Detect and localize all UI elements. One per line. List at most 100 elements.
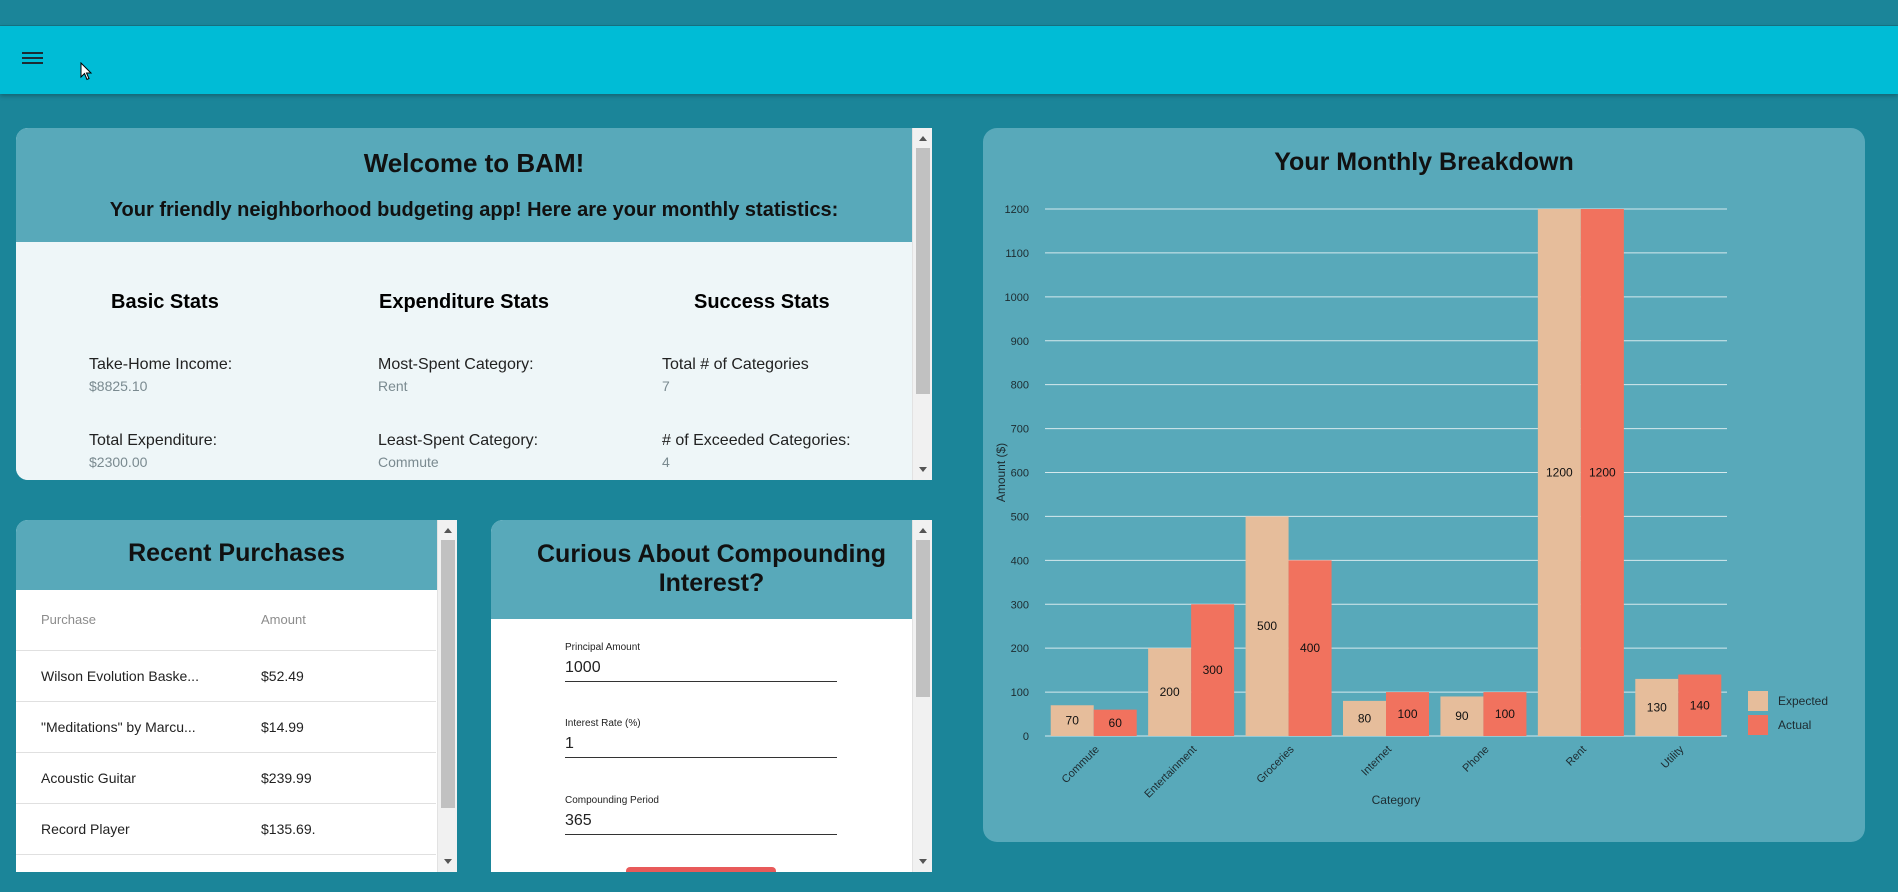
x-tick-label: Phone (1461, 744, 1492, 775)
purchases-header: Recent Purchases (16, 520, 457, 590)
y-tick-label: 1100 (1005, 248, 1029, 260)
scroll-up-icon[interactable] (919, 528, 927, 533)
bar-value-label: 140 (1690, 698, 1710, 712)
column-header-purchase[interactable]: Purchase (16, 590, 251, 651)
bar-value-label: 200 (1160, 685, 1180, 699)
y-axis-label: Amount ($) (994, 443, 1008, 502)
principal-amount-input[interactable] (565, 653, 837, 682)
purchase-name: Record Player (16, 803, 251, 855)
compound-scrollbar[interactable] (912, 520, 932, 872)
mouse-cursor-icon (80, 62, 93, 81)
bar-value-label: 1200 (1589, 466, 1616, 480)
table-header-row: Purchase Amount (16, 590, 436, 651)
purchases-scrollbar[interactable] (437, 520, 457, 872)
bar-actual (1386, 692, 1429, 736)
scroll-up-icon[interactable] (444, 528, 452, 533)
purchase-amount: $52.49 (251, 650, 436, 702)
y-tick-label: 400 (1011, 555, 1029, 567)
y-tick-label: 1200 (1005, 204, 1029, 216)
table-row[interactable]: "Meditations" by Marcu... $14.99 (16, 701, 436, 753)
x-tick-label: Entertainment (1142, 744, 1199, 801)
scroll-down-icon[interactable] (919, 467, 927, 472)
compounding-period-input[interactable] (565, 806, 837, 835)
y-tick-label: 0 (1023, 731, 1029, 743)
welcome-card: Welcome to BAM! Your friendly neighborho… (16, 128, 932, 480)
stat-exceeded-categories: # of Exceeded Categories: 4 (662, 432, 851, 470)
compounding-period-label: Compounding Period (565, 795, 659, 806)
bar-actual (1678, 674, 1722, 736)
stat-value: Rent (378, 378, 408, 394)
stat-label: Total # of Categories (662, 356, 809, 373)
window-top-strip (0, 0, 1898, 26)
menu-icon[interactable] (18, 48, 48, 72)
bar-value-label: 90 (1455, 709, 1469, 723)
stat-take-home-income: Take-Home Income: $8825.10 (89, 356, 232, 394)
stat-label: Most-Spent Category: (378, 356, 534, 373)
purchase-amount: $14.99 (251, 701, 436, 753)
x-tick-label: Groceries (1254, 743, 1297, 786)
table-row[interactable]: Acoustic Guitar $239.99 (16, 752, 436, 804)
x-axis-label: Category (1372, 793, 1421, 807)
welcome-subtitle: Your friendly neighborhood budgeting app… (109, 199, 839, 221)
x-tick-label: Rent (1564, 744, 1589, 769)
scrollbar-thumb[interactable] (441, 540, 455, 808)
compound-header: Curious About Compounding Interest? (491, 520, 932, 619)
expenditure-stats-heading: Expenditure Stats (379, 291, 550, 313)
y-tick-label: 300 (1011, 599, 1029, 611)
recent-purchases-card: Recent Purchases Purchase Amount Wilson … (16, 520, 457, 872)
stat-label: Total Expenditure: (89, 432, 218, 449)
purchases-title: Recent Purchases (128, 539, 345, 567)
interest-rate-field: Interest Rate (%) (565, 718, 837, 758)
app-bar (0, 26, 1898, 94)
y-tick-label: 200 (1011, 643, 1029, 655)
stat-value: Commute (378, 454, 439, 470)
stats-panel: Basic Stats Expenditure Stats Success St… (16, 242, 932, 480)
table-row[interactable]: Record Player $135.69. (16, 803, 436, 855)
x-tick-label: Utility (1659, 743, 1687, 771)
stat-value: 4 (662, 454, 670, 470)
bar-actual (1093, 709, 1137, 736)
bar-chart: 0 100 200 300 400 500 600 700 800 900 1000 1100 1200… (994, 204, 1828, 807)
bar-value-label: 1200 (1546, 466, 1573, 480)
column-header-amount[interactable]: Amount (251, 590, 436, 651)
bar-value-label: 300 (1203, 663, 1223, 677)
scroll-down-icon[interactable] (444, 859, 452, 864)
bar-expected (1440, 696, 1484, 736)
scrollbar-thumb[interactable] (916, 148, 930, 394)
y-tick-label: 100 (1011, 687, 1029, 699)
legend-swatch-expected (1748, 691, 1768, 711)
basic-stats-heading: Basic Stats (111, 291, 219, 313)
y-tick-label: 500 (1011, 511, 1029, 523)
y-tick-label: 1000 (1005, 292, 1029, 304)
calculate-button[interactable] (626, 867, 776, 872)
scrollbar-thumb[interactable] (916, 540, 930, 697)
y-tick-label: 700 (1011, 424, 1029, 436)
bar-expected (1050, 705, 1094, 736)
interest-rate-input[interactable] (565, 729, 837, 758)
chart-title: Your Monthly Breakdown (1274, 148, 1574, 176)
compounding-interest-card: Curious About Compounding Interest? Prin… (491, 520, 932, 872)
legend-label-actual: Actual (1778, 718, 1811, 732)
table-row[interactable]: Wilson Evolution Baske... $52.49 (16, 650, 436, 702)
scroll-up-icon[interactable] (919, 136, 927, 141)
stat-total-expenditure: Total Expenditure: $2300.00 (89, 432, 217, 470)
bar-actual (1483, 692, 1527, 736)
welcome-scrollbar[interactable] (912, 128, 932, 480)
welcome-title: Welcome to BAM! (363, 148, 585, 178)
bar-value-label: 400 (1300, 641, 1320, 655)
bar-actual (1580, 209, 1624, 736)
purchase-amount: $135.69. (251, 803, 436, 855)
stat-label: Take-Home Income: (89, 356, 233, 373)
x-tick-label: Internet (1359, 744, 1394, 779)
stat-value: $8825.10 (89, 378, 148, 394)
stat-label: # of Exceeded Categories: (662, 432, 851, 449)
scroll-down-icon[interactable] (919, 859, 927, 864)
success-stats-heading: Success Stats (694, 291, 830, 313)
interest-rate-label: Interest Rate (%) (565, 718, 641, 729)
monthly-breakdown-card: Your Monthly Breakdown 0 100 200 300 400 500 6… (983, 128, 1865, 842)
bar-expected (1537, 209, 1581, 736)
stat-label: Least-Spent Category: (378, 432, 539, 449)
bar-value-label: 100 (1397, 707, 1417, 721)
y-tick-label: 800 (1011, 380, 1029, 392)
purchases-table: Purchase Amount Wilson Evolution Baske..… (16, 590, 436, 855)
